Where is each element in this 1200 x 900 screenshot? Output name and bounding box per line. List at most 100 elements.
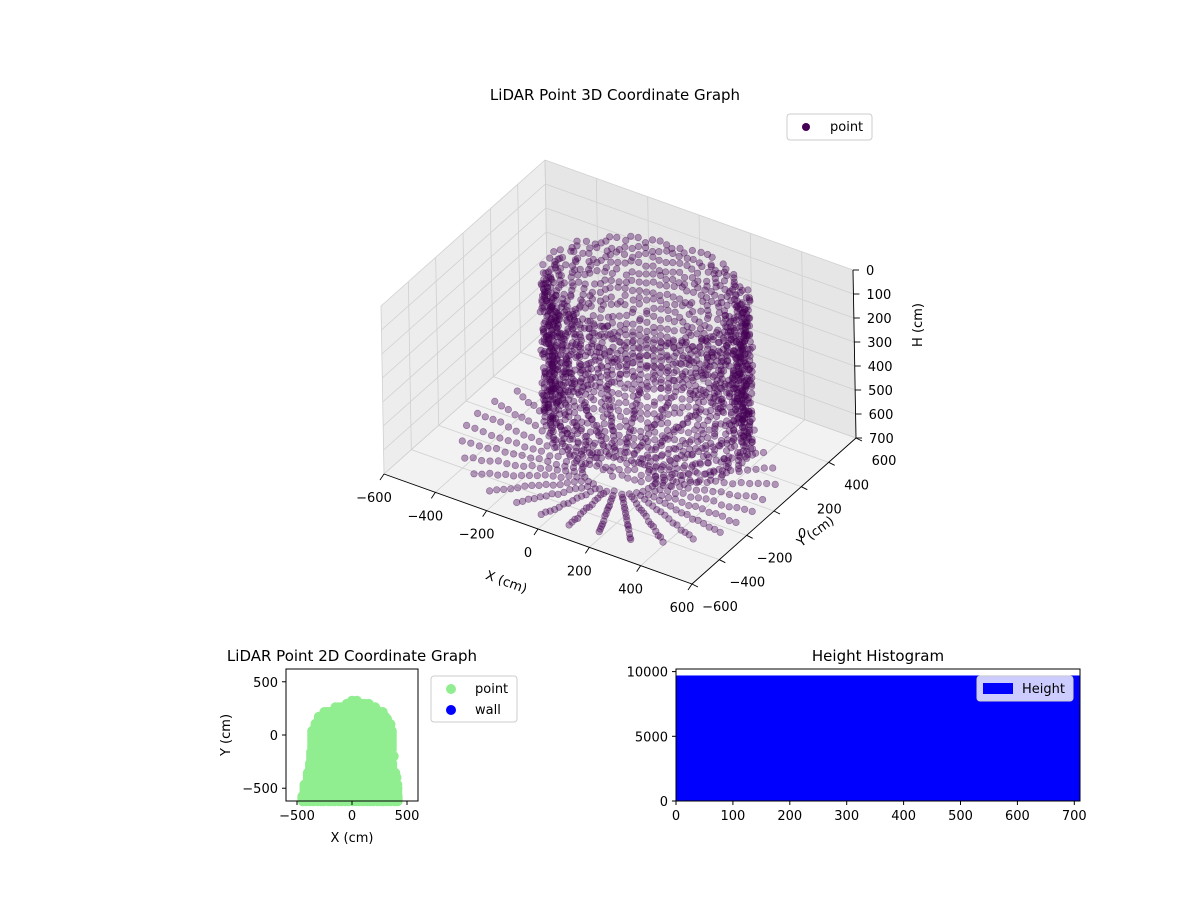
point-marker xyxy=(738,314,746,322)
point-marker xyxy=(689,255,697,264)
point-marker xyxy=(603,382,611,390)
point-marker xyxy=(609,491,617,500)
point-marker xyxy=(606,467,614,475)
point-marker xyxy=(717,299,726,307)
point-marker xyxy=(636,360,645,369)
point-marker xyxy=(595,357,603,365)
point-marker xyxy=(650,323,658,332)
point-marker xyxy=(547,315,556,323)
point-marker xyxy=(588,329,597,337)
point-marker xyxy=(586,428,595,436)
point-marker xyxy=(741,404,750,412)
point-marker xyxy=(615,466,623,474)
point-marker xyxy=(745,294,753,302)
point-marker xyxy=(717,473,725,481)
point-marker xyxy=(614,258,622,267)
point-marker xyxy=(622,513,630,521)
point-marker xyxy=(737,391,745,400)
x-tick-label: 0 xyxy=(672,809,680,824)
point-marker xyxy=(580,401,588,409)
point-marker xyxy=(603,322,611,330)
point-marker xyxy=(549,385,558,393)
point-marker xyxy=(536,493,544,501)
point-marker xyxy=(672,506,680,514)
point-marker xyxy=(564,388,572,396)
point-marker xyxy=(627,232,635,240)
point-marker xyxy=(568,379,576,388)
point-marker xyxy=(620,499,628,507)
point-marker xyxy=(579,507,588,515)
point-marker xyxy=(725,453,733,461)
point-marker xyxy=(603,331,612,339)
point-marker xyxy=(644,474,653,483)
point-marker xyxy=(604,357,612,365)
point-marker xyxy=(701,322,709,330)
point-marker xyxy=(616,328,624,336)
point-marker xyxy=(622,443,630,451)
y-tick-label: 500 xyxy=(253,676,278,691)
point-marker xyxy=(524,417,533,425)
point-marker xyxy=(741,407,749,415)
point-marker xyxy=(744,407,753,415)
point-marker xyxy=(579,383,587,392)
point-marker xyxy=(610,427,618,435)
chart-2d-ylabel: Y (cm) xyxy=(219,714,234,757)
point-marker xyxy=(615,278,623,286)
point-marker xyxy=(635,388,644,396)
point-marker xyxy=(598,364,606,372)
grid-floor-y xyxy=(438,424,747,536)
y-tick-label: −500 xyxy=(242,782,278,797)
point-marker xyxy=(692,444,700,453)
point-marker xyxy=(745,331,754,340)
point-marker xyxy=(558,439,567,448)
point-marker xyxy=(570,478,578,486)
point-marker xyxy=(741,414,749,423)
point-marker xyxy=(548,490,556,498)
point-marker xyxy=(593,422,601,430)
point-marker xyxy=(649,289,657,297)
chart-2d-legend-label-point: point xyxy=(475,682,508,697)
point-marker xyxy=(688,308,697,316)
point-marker xyxy=(549,278,558,287)
point-marker xyxy=(722,462,730,471)
point-marker xyxy=(544,400,552,409)
point-marker xyxy=(636,401,644,410)
point-marker xyxy=(604,503,613,512)
point-marker xyxy=(694,438,702,446)
point-marker xyxy=(608,269,617,278)
point-marker xyxy=(644,485,652,493)
point-marker xyxy=(546,306,554,314)
point-marker xyxy=(548,392,557,400)
point-marker xyxy=(714,408,722,417)
point-marker xyxy=(688,299,696,307)
point-marker xyxy=(652,479,660,487)
point-marker xyxy=(743,322,752,330)
point-marker xyxy=(585,503,593,511)
point-marker xyxy=(546,352,554,360)
point-marker xyxy=(585,324,593,332)
point-marker xyxy=(721,311,729,319)
point-marker xyxy=(722,341,731,350)
point-marker xyxy=(637,471,645,479)
point-marker xyxy=(688,451,696,459)
point-marker xyxy=(565,368,573,377)
point-marker xyxy=(743,310,751,318)
point-marker xyxy=(547,385,555,394)
chart-histogram-frame xyxy=(675,668,1081,802)
point-marker xyxy=(585,325,593,333)
point-marker xyxy=(584,381,592,389)
point-marker xyxy=(728,398,736,406)
grid-back-x xyxy=(801,251,806,420)
point-marker xyxy=(632,500,641,508)
point-marker xyxy=(596,383,604,391)
point-marker xyxy=(664,363,672,371)
point-marker xyxy=(629,320,637,328)
point-marker xyxy=(664,435,672,443)
point-marker xyxy=(550,261,559,269)
point-marker xyxy=(585,412,593,420)
point-marker xyxy=(669,276,677,284)
point-marker xyxy=(556,380,564,388)
point-marker xyxy=(573,423,581,431)
point-marker xyxy=(743,375,752,383)
